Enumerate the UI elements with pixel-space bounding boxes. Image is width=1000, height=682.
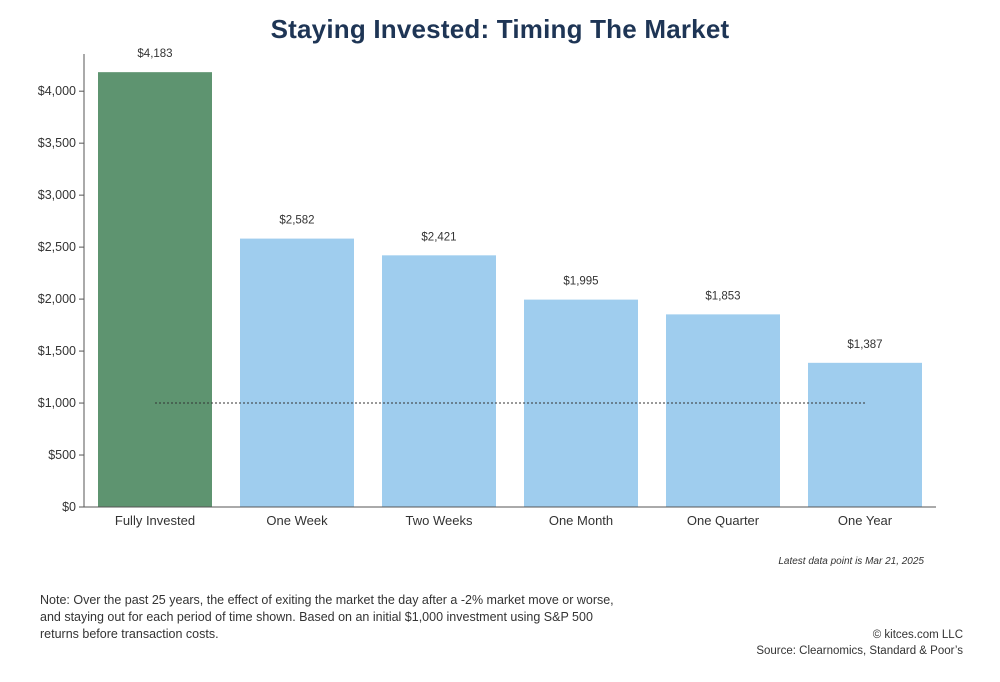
x-category-label: Two Weeks bbox=[406, 513, 473, 528]
y-tick-label: $3,000 bbox=[38, 188, 76, 202]
bar bbox=[808, 362, 922, 507]
bar-value-label: $2,421 bbox=[421, 231, 456, 243]
bars bbox=[98, 72, 922, 507]
x-category-label: Fully Invested bbox=[115, 513, 195, 528]
source-text: Source: Clearnomics, Standard & Poor’s bbox=[756, 645, 963, 657]
y-tick-label: $4,000 bbox=[38, 84, 76, 98]
bar bbox=[382, 255, 496, 507]
x-category-label: One Week bbox=[266, 513, 328, 528]
y-tick-label: $0 bbox=[62, 500, 76, 514]
bar-value-label: $2,582 bbox=[279, 215, 314, 227]
data-labels: $4,183 $2,582 $2,421 $1,995 $1,853 $1,387 bbox=[137, 48, 882, 351]
bar-value-label: $1,995 bbox=[563, 276, 598, 288]
chart-title: Staying Invested: Timing The Market bbox=[270, 14, 730, 44]
copyright-text: © kitces.com LLC bbox=[872, 629, 963, 641]
x-category-label: One Quarter bbox=[687, 513, 760, 528]
bar-value-label: $1,853 bbox=[705, 290, 740, 302]
y-axis: $0 $500 $1,000 $1,500 $2,000 $2,500 $3,000 $3,5… bbox=[38, 54, 85, 514]
y-tick-label: $2,000 bbox=[38, 292, 76, 306]
bar bbox=[240, 238, 354, 507]
y-tick-label: $3,500 bbox=[38, 136, 76, 150]
bar-value-label: $1,387 bbox=[847, 339, 882, 351]
bar-value-label: $4,183 bbox=[137, 48, 172, 60]
bar bbox=[98, 72, 212, 507]
methodology-note: Note: Over the past 25 years, the effect… bbox=[40, 593, 614, 641]
y-tick-label: $500 bbox=[48, 448, 76, 462]
x-axis: Fully Invested One Week Two Weeks One Month… bbox=[84, 506, 936, 528]
x-category-label: One Month bbox=[549, 513, 613, 528]
credits: © kitces.com LLC Source: Clearnomics, St… bbox=[756, 627, 963, 659]
x-category-label: One Year bbox=[838, 513, 893, 528]
y-tick-label: $1,000 bbox=[38, 396, 76, 410]
bar bbox=[666, 314, 780, 507]
y-tick-label: $1,500 bbox=[38, 344, 76, 358]
latest-data-note: Latest data point is Mar 21, 2025 bbox=[778, 556, 924, 567]
y-tick-label: $2,500 bbox=[38, 240, 76, 254]
